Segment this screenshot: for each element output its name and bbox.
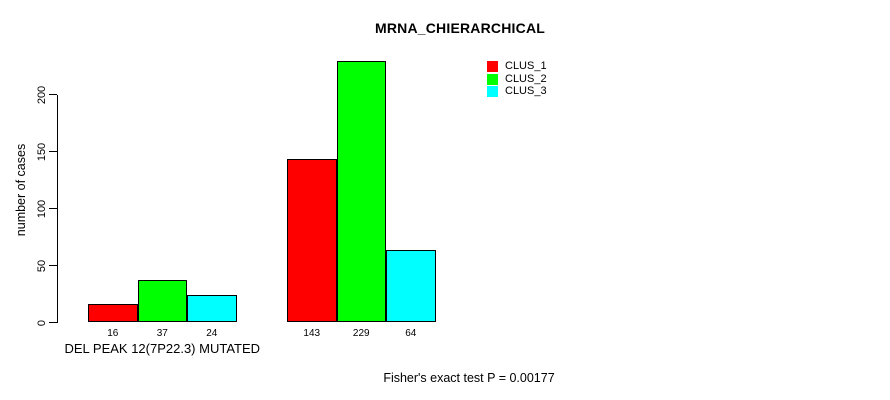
annotation-text: Fisher's exact test P = 0.00177 (383, 371, 555, 385)
y-axis-tick-label: 50 (36, 259, 48, 272)
legend-item: CLUS_2 (487, 72, 547, 85)
y-axis-tick (49, 265, 57, 266)
bar (88, 304, 138, 323)
y-axis-tick-label: 100 (36, 199, 48, 218)
y-axis-tick-label: 0 (36, 319, 48, 326)
bar-value-label: 229 (352, 328, 370, 339)
group-label: DEL PEAK 12(7P22.3) MUTATED (64, 341, 261, 356)
bar-value-label: 64 (405, 328, 417, 339)
bar-value-label: 143 (303, 328, 321, 339)
legend-label: CLUS_1 (505, 60, 547, 72)
bar (336, 61, 386, 323)
bar (386, 249, 436, 323)
legend-swatch-icon (487, 61, 498, 72)
y-axis-tick (49, 94, 57, 95)
legend-item: CLUS_1 (487, 61, 547, 72)
y-axis-label: number of cases (14, 143, 28, 237)
legend-item: CLUS_3 (487, 85, 547, 98)
bar (287, 159, 337, 323)
y-axis-tick (49, 208, 57, 209)
legend: CLUS_1 CLUS_2 CLUS_3 (487, 61, 547, 99)
legend-swatch-icon (487, 73, 498, 85)
y-axis-line (57, 94, 58, 323)
bar-value-label: 37 (156, 328, 168, 339)
bar (187, 295, 237, 323)
chart-title: MRNA_CHIERARCHICAL (374, 20, 546, 36)
y-axis-tick (49, 322, 57, 323)
legend-label: CLUS_2 (505, 72, 547, 85)
y-axis-tick-label: 150 (36, 142, 48, 161)
bar-value-label: 24 (206, 328, 218, 339)
bar-value-label: 16 (107, 328, 119, 339)
bar (137, 280, 187, 323)
legend-label: CLUS_3 (505, 85, 547, 98)
legend-swatch-icon (487, 86, 498, 98)
y-axis-tick (49, 151, 57, 152)
y-axis-tick-label: 200 (36, 85, 48, 104)
